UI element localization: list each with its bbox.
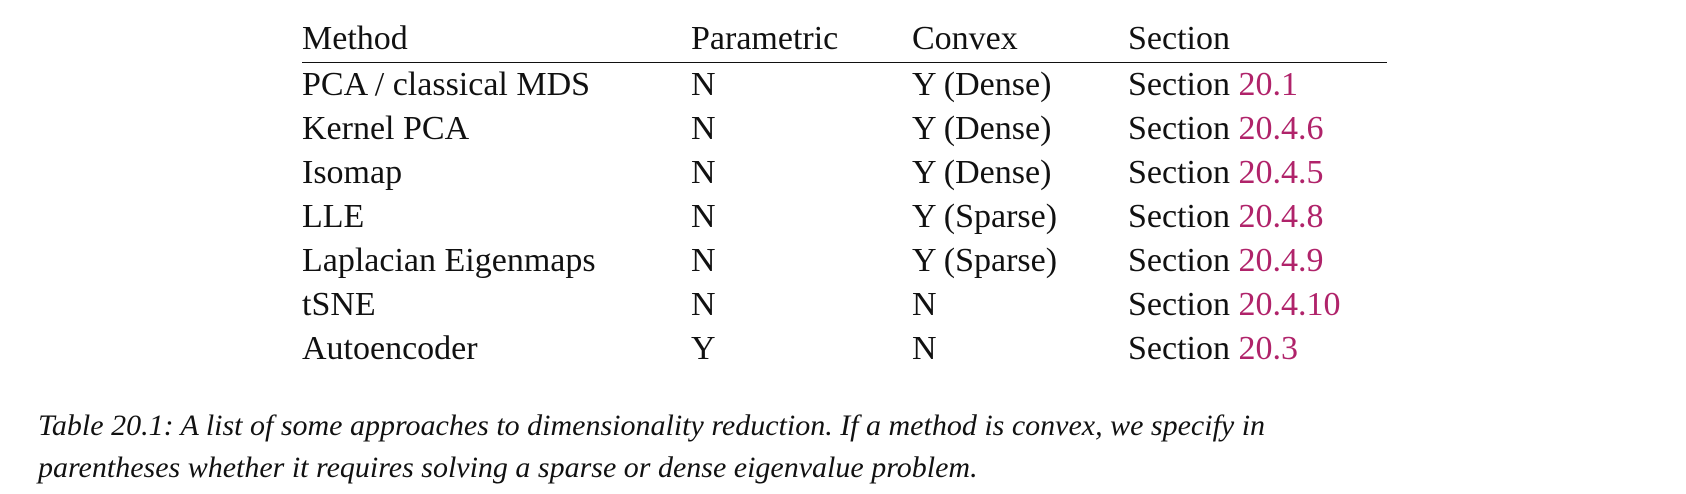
header-parametric: Parametric	[691, 19, 839, 57]
caption-line-2: parentheses whether it requires solving …	[38, 451, 978, 484]
section-link[interactable]: 20.1	[1238, 65, 1298, 103]
methods-table-container: Method Parametric Convex Section PCA / c…	[302, 14, 1387, 371]
table-row: Autoencoder Y N Section 20.3	[302, 327, 1387, 371]
cell-convex: Y (Sparse)	[912, 197, 1058, 235]
cell-section: Section 20.3	[1128, 327, 1387, 371]
cell-parametric: N	[691, 65, 716, 103]
table-row: PCA / classical MDS N Y (Dense) Section …	[302, 63, 1387, 108]
header-section: Section	[1128, 19, 1230, 57]
cell-convex: N	[912, 285, 937, 323]
section-link[interactable]: 20.4.5	[1238, 153, 1324, 191]
cell-convex: N	[912, 329, 937, 367]
cell-parametric: N	[691, 153, 716, 191]
header-method: Method	[302, 19, 408, 57]
section-link[interactable]: 20.4.9	[1238, 241, 1324, 279]
table-header-row: Method Parametric Convex Section	[302, 14, 1387, 63]
caption-line-1: Table 20.1: A list of some approaches to…	[38, 409, 1266, 442]
section-prefix: Section	[1128, 285, 1230, 323]
cell-method: Kernel PCA	[302, 109, 470, 147]
cell-convex: Y (Dense)	[912, 65, 1052, 103]
cell-method: Laplacian Eigenmaps	[302, 241, 596, 279]
section-prefix: Section	[1128, 241, 1230, 279]
section-link[interactable]: 20.3	[1238, 329, 1298, 367]
cell-method: Autoencoder	[302, 329, 478, 367]
cell-section: Section 20.4.10	[1128, 283, 1387, 327]
cell-section: Section 20.4.5	[1128, 151, 1387, 195]
cell-method: LLE	[302, 197, 365, 235]
methods-table: Method Parametric Convex Section PCA / c…	[302, 14, 1387, 371]
section-prefix: Section	[1128, 153, 1230, 191]
table-row: tSNE N N Section 20.4.10	[302, 283, 1387, 327]
cell-parametric: Y	[691, 329, 716, 367]
cell-method: tSNE	[302, 285, 376, 323]
cell-parametric: N	[691, 285, 716, 323]
section-prefix: Section	[1128, 109, 1230, 147]
cell-convex: Y (Sparse)	[912, 241, 1058, 279]
cell-method: Isomap	[302, 153, 403, 191]
table-row: Kernel PCA N Y (Dense) Section 20.4.6	[302, 107, 1387, 151]
cell-section: Section 20.4.6	[1128, 107, 1387, 151]
section-prefix: Section	[1128, 329, 1230, 367]
section-link[interactable]: 20.4.8	[1238, 197, 1324, 235]
cell-section: Section 20.4.8	[1128, 195, 1387, 239]
section-prefix: Section	[1128, 65, 1230, 103]
header-convex: Convex	[912, 19, 1018, 57]
cell-parametric: N	[691, 197, 716, 235]
cell-section: Section 20.1	[1128, 63, 1387, 108]
table-row: Isomap N Y (Dense) Section 20.4.5	[302, 151, 1387, 195]
section-link[interactable]: 20.4.6	[1238, 109, 1324, 147]
section-prefix: Section	[1128, 197, 1230, 235]
cell-convex: Y (Dense)	[912, 153, 1052, 191]
table-row: Laplacian Eigenmaps N Y (Sparse) Section…	[302, 239, 1387, 283]
cell-section: Section 20.4.9	[1128, 239, 1387, 283]
table-caption: Table 20.1: A list of some approaches to…	[38, 405, 1648, 489]
cell-parametric: N	[691, 241, 716, 279]
table-row: LLE N Y (Sparse) Section 20.4.8	[302, 195, 1387, 239]
cell-method: PCA / classical MDS	[302, 65, 591, 103]
cell-parametric: N	[691, 109, 716, 147]
section-link[interactable]: 20.4.10	[1238, 285, 1341, 323]
cell-convex: Y (Dense)	[912, 109, 1052, 147]
